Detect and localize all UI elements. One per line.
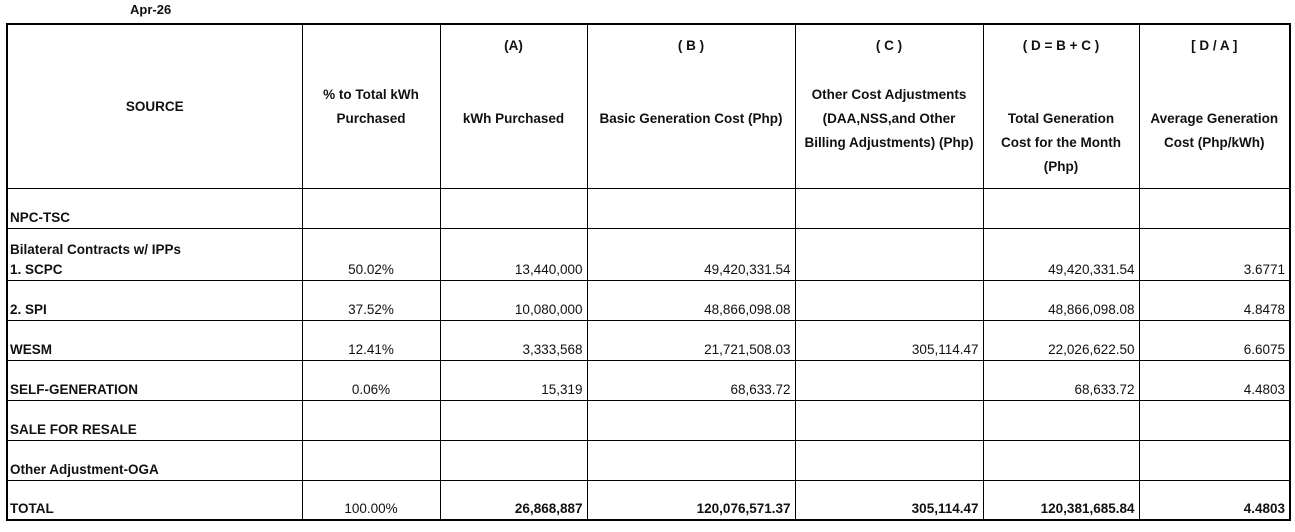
total-gen-cell: 49,420,331.54 — [982, 228, 1140, 281]
basic-cost-cell: 68,633.72 — [586, 360, 796, 401]
total-gen-cell: 22,026,622.50 — [982, 320, 1140, 361]
header-kwh: (A) kWh Purchased — [439, 23, 588, 189]
header-avg: [ D / A ] Average Generation Cost (Php/k… — [1138, 23, 1291, 189]
pct-cell: 12.41% — [301, 320, 441, 361]
source-cell: Bilateral Contracts w/ IPPs 1. SCPC — [6, 228, 303, 281]
header-other: ( C ) Other Cost Adjustments (DAA,NSS,an… — [794, 23, 984, 189]
avg-cost-cell: 4.8478 — [1138, 280, 1291, 321]
kwh-cell — [439, 440, 588, 481]
table-row: SALE FOR RESALE — [6, 400, 1291, 441]
period-label: Apr-26 — [130, 2, 172, 17]
kwh-cell: 13,440,000 — [439, 228, 588, 281]
header-total-gen-title-3: (Php) — [1043, 159, 1079, 174]
table-row: Other Adjustment-OGA — [6, 440, 1291, 481]
table-row: SELF-GENERATION 0.06% 15,319 68,633.72 6… — [6, 360, 1291, 401]
table-row: WESM 12.41% 3,333,568 21,721,508.03 305,… — [6, 320, 1291, 361]
basic-cost-cell — [586, 440, 796, 481]
total-gen-cell: 48,866,098.08 — [982, 280, 1140, 321]
header-kwh-letter: (A) — [504, 38, 523, 53]
total-other-cost: 305,114.47 — [794, 480, 984, 520]
header-other-title-3: Billing Adjustments) (Php) — [804, 135, 974, 150]
other-cost-cell — [794, 280, 984, 321]
pct-cell — [301, 188, 441, 229]
other-cost-cell — [794, 400, 984, 441]
avg-cost-cell — [1138, 440, 1291, 481]
table-row: 2. SPI 37.52% 10,080,000 48,866,098.08 4… — [6, 280, 1291, 321]
table-row: Bilateral Contracts w/ IPPs 1. SCPC 50.0… — [6, 228, 1291, 281]
total-gen-cell: 68,633.72 — [982, 360, 1140, 401]
pct-cell: 50.02% — [301, 228, 441, 281]
kwh-cell — [439, 400, 588, 441]
total-row: TOTAL 100.00% 26,868,887 120,076,571.37 … — [6, 480, 1291, 520]
avg-cost-cell — [1138, 188, 1291, 229]
total-gen-cost: 120,381,685.84 — [982, 480, 1140, 520]
pct-cell: 0.06% — [301, 360, 441, 401]
header-total-gen-letter: ( D = B + C ) — [1022, 38, 1100, 53]
other-cost-cell — [794, 360, 984, 401]
header-basic-letter: ( B ) — [677, 38, 705, 53]
total-gen-cell — [982, 400, 1140, 441]
header-total-gen: ( D = B + C ) Total Generation Cost for … — [982, 23, 1140, 189]
total-kwh: 26,868,887 — [439, 480, 588, 520]
source-group-label: Bilateral Contracts w/ IPPs — [10, 242, 182, 257]
source-cell: SALE FOR RESALE — [6, 400, 303, 441]
total-label: TOTAL — [6, 480, 303, 520]
header-avg-letter: [ D / A ] — [1191, 38, 1238, 53]
total-pct: 100.00% — [301, 480, 441, 520]
header-pct: % to Total kWh Purchased — [301, 23, 441, 189]
other-cost-cell — [794, 228, 984, 281]
header-avg-title-1: Average Generation — [1150, 111, 1279, 126]
header-row: SOURCE % to Total kWh Purchased (A) kWh … — [6, 23, 1291, 189]
source-cell: NPC-TSC — [6, 188, 303, 229]
table-row: NPC-TSC — [6, 188, 1291, 229]
header-avg-title-2: Cost (Php/kWh) — [1164, 135, 1265, 150]
generation-cost-table: SOURCE % to Total kWh Purchased (A) kWh … — [6, 23, 1291, 521]
basic-cost-cell — [586, 400, 796, 441]
kwh-cell: 3,333,568 — [439, 320, 588, 361]
header-source-title: SOURCE — [125, 99, 184, 114]
other-cost-cell — [794, 440, 984, 481]
header-other-title-1: Other Cost Adjustments — [811, 87, 967, 102]
header-basic: ( B ) Basic Generation Cost (Php) — [586, 23, 796, 189]
basic-cost-cell — [586, 188, 796, 229]
total-gen-cell — [982, 188, 1140, 229]
basic-cost-cell: 48,866,098.08 — [586, 280, 796, 321]
header-basic-title: Basic Generation Cost (Php) — [599, 111, 783, 126]
pct-cell: 37.52% — [301, 280, 441, 321]
total-gen-cell — [982, 440, 1140, 481]
avg-cost-cell: 6.6075 — [1138, 320, 1291, 361]
header-pct-title-1: % to Total kWh — [323, 87, 419, 102]
basic-cost-cell: 49,420,331.54 — [586, 228, 796, 281]
source-label: 1. SCPC — [10, 262, 63, 277]
basic-cost-cell: 21,721,508.03 — [586, 320, 796, 361]
kwh-cell: 15,319 — [439, 360, 588, 401]
header-other-title-2: (DAA,NSS,and Other — [822, 111, 956, 126]
avg-cost-cell: 4.4803 — [1138, 360, 1291, 401]
source-cell: 2. SPI — [6, 280, 303, 321]
pct-cell — [301, 440, 441, 481]
source-cell: WESM — [6, 320, 303, 361]
other-cost-cell: 305,114.47 — [794, 320, 984, 361]
header-total-gen-title-1: Total Generation — [1007, 111, 1115, 126]
total-basic-cost: 120,076,571.37 — [586, 480, 796, 520]
total-avg-cost: 4.4803 — [1138, 480, 1291, 520]
avg-cost-cell: 3.6771 — [1138, 228, 1291, 281]
header-source: SOURCE — [6, 23, 303, 189]
kwh-cell — [439, 188, 588, 229]
other-cost-cell — [794, 188, 984, 229]
source-cell: SELF-GENERATION — [6, 360, 303, 401]
header-pct-title-2: Purchased — [336, 111, 406, 126]
pct-cell — [301, 400, 441, 441]
kwh-cell: 10,080,000 — [439, 280, 588, 321]
avg-cost-cell — [1138, 400, 1291, 441]
header-kwh-title: kWh Purchased — [462, 111, 565, 126]
source-cell: Other Adjustment-OGA — [6, 440, 303, 481]
header-other-letter: ( C ) — [875, 38, 903, 53]
header-total-gen-title-2: Cost for the Month — [1001, 135, 1121, 150]
